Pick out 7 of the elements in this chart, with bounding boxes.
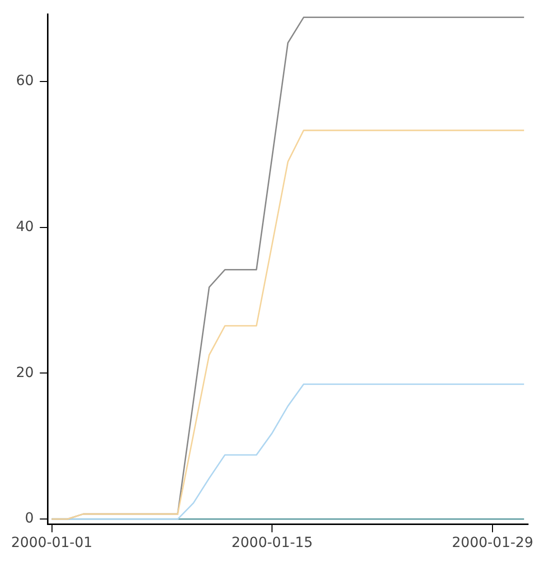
- y-tick-label: 60: [16, 73, 34, 90]
- x-tick-label: 2000-01-01: [11, 535, 92, 552]
- y-tick-label: 20: [16, 364, 34, 381]
- x-tick-label: 2000-01-15: [231, 535, 313, 552]
- y-tick-label: 0: [24, 510, 34, 527]
- y-tick-label: 40: [16, 219, 34, 236]
- x-tick-label: 2000-01-29: [452, 535, 534, 552]
